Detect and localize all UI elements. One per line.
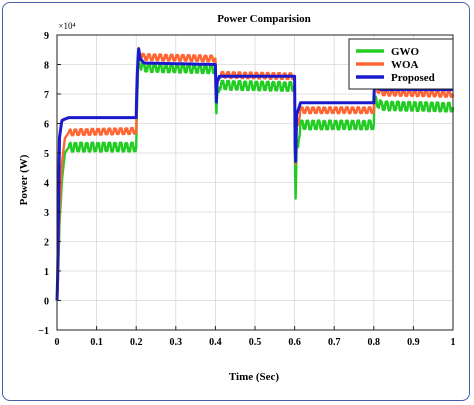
x-tick-label: 0.6 [288, 337, 301, 348]
y-tick-label: −1 [38, 326, 49, 337]
y-axis-multiplier: ×10⁴ [58, 21, 75, 31]
chart-title: Power Comparision [217, 13, 311, 25]
x-tick-label: 0.4 [209, 337, 222, 348]
legend-label-gwo: GWO [391, 46, 420, 58]
series-line-proposed [55, 47, 454, 301]
y-tick-label: 3 [44, 208, 49, 219]
series-line-gwo [55, 54, 455, 301]
x-tick-label: 0 [55, 337, 60, 348]
y-tick-label: 9 [44, 31, 49, 42]
y-tick-label: 2 [44, 238, 49, 249]
y-tick-label: 4 [44, 179, 49, 190]
legend-label-proposed: Proposed [391, 72, 435, 84]
x-axis-label: Time (Sec) [229, 371, 280, 383]
x-tick-label: 1 [451, 337, 456, 348]
y-tick-label: 6 [44, 120, 49, 131]
x-tick-label: 0.8 [368, 337, 381, 348]
y-tick-label: 1 [44, 267, 49, 278]
series-layer [55, 46, 455, 301]
y-axis-label: Power (W) [18, 154, 30, 205]
x-tick-label: 0.7 [328, 337, 341, 348]
x-tick-label: 0.5 [249, 337, 262, 348]
legend: GWO WOA Proposed [348, 38, 454, 90]
y-tick-label: 8 [44, 61, 49, 72]
legend-label-woa: WOA [391, 59, 419, 71]
y-tick-label: 0 [44, 297, 49, 308]
x-tick-label: 0.2 [130, 337, 143, 348]
ticks: 0 0.1 0.2 0.3 0.4 0.5 0.6 0.7 0.8 0.9 1 −1 0 1 2 3 4 5 6 7 8… [38, 31, 455, 348]
x-tick-label: 0.3 [170, 337, 183, 348]
y-tick-label: 5 [44, 149, 49, 160]
x-tick-label: 0.9 [407, 337, 420, 348]
y-tick-label: 7 [44, 90, 49, 101]
x-tick-label: 0.1 [90, 337, 103, 348]
